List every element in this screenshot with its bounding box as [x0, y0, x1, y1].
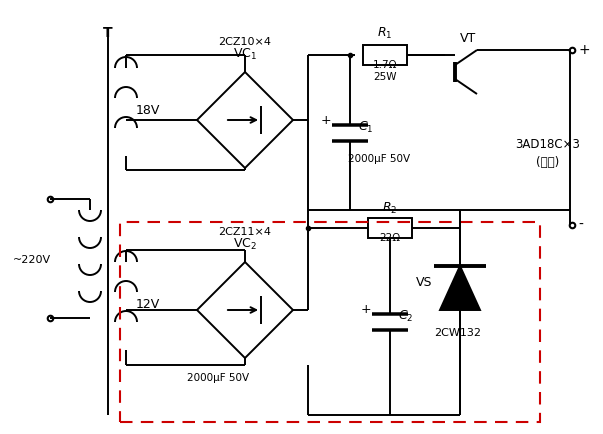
Text: $C_1$: $C_1$	[358, 120, 373, 135]
Text: 2CZ10×4: 2CZ10×4	[218, 37, 271, 47]
Text: -: -	[578, 218, 583, 232]
Text: ~220V: ~220V	[13, 255, 51, 265]
Text: 2000μF 50V: 2000μF 50V	[348, 154, 410, 164]
Text: VS: VS	[415, 276, 432, 289]
Bar	[363, 45, 407, 65]
Text: VC$_2$: VC$_2$	[233, 237, 257, 252]
Text: 2CW132: 2CW132	[435, 328, 482, 338]
Text: $R_1$: $R_1$	[377, 26, 393, 40]
Text: 1.7Ω: 1.7Ω	[373, 60, 397, 70]
Polygon shape	[440, 266, 480, 310]
Text: +: +	[361, 303, 371, 316]
Text: $C_2$: $C_2$	[398, 309, 413, 324]
Text: (并联): (并联)	[537, 155, 560, 168]
Text: T: T	[103, 26, 113, 40]
Text: 12V: 12V	[136, 299, 160, 312]
Text: +: +	[578, 43, 590, 57]
Text: 25W: 25W	[373, 72, 397, 82]
Bar	[368, 218, 412, 238]
Text: +: +	[321, 114, 331, 127]
Text: 2000μF 50V: 2000μF 50V	[187, 373, 249, 383]
Text: $R_2$: $R_2$	[382, 201, 397, 216]
Text: 18V: 18V	[136, 103, 160, 116]
Text: VT: VT	[460, 32, 476, 45]
Text: 22Ω: 22Ω	[379, 233, 400, 243]
Text: 3AD18C×3: 3AD18C×3	[516, 138, 581, 151]
Text: 2CZ11×4: 2CZ11×4	[218, 227, 271, 237]
Text: VC$_1$: VC$_1$	[233, 46, 257, 62]
